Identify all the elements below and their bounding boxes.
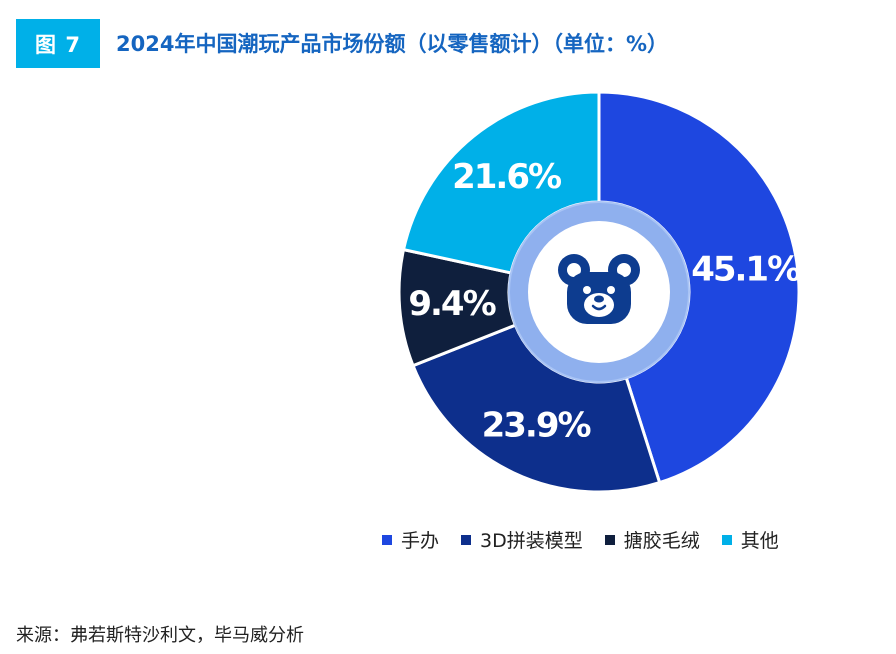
data-label-1: 45.1% [691, 249, 800, 289]
slices-group [397, 90, 801, 494]
legend-label: 手办 [401, 530, 440, 552]
legend: 手办 3D拼装模型 搪胶毛绒 其他 [382, 526, 779, 553]
data-label-2: 23.9% [482, 406, 591, 446]
legend-item-1: 手办 [382, 526, 439, 553]
legend-label: 其他 [740, 530, 779, 552]
legend-swatch [721, 534, 732, 545]
center-ring-highlight [508, 201, 690, 383]
legend-swatch [604, 534, 615, 545]
source-note: 来源：弗若斯特沙利文，毕马威分析 [16, 625, 304, 646]
teddy-bear-icon [558, 254, 640, 324]
data-label-4: 21.6% [452, 157, 561, 197]
donut-chart: 45.1% 23.9% 9.4% 21.6% [397, 90, 802, 494]
legend-item-3: 搪胶毛绒 [604, 526, 700, 553]
legend-swatch [461, 534, 472, 545]
legend-item-2: 3D拼装模型 [461, 526, 583, 553]
legend-swatch [382, 534, 392, 545]
legend-item-4: 其他 [721, 526, 779, 553]
data-label-3: 9.4% [408, 284, 495, 324]
chart-title: 2024年中国潮玩产品市场份额（以零售额计）（单位：%） [116, 32, 668, 56]
legend-label: 搪胶毛绒 [623, 530, 700, 552]
data-labels-group: 45.1% 23.9% 9.4% 21.6% [408, 157, 802, 446]
legend-label: 3D拼装模型 [480, 530, 583, 552]
center-decoration [508, 201, 690, 383]
figure-label: 图 7 [16, 19, 100, 68]
